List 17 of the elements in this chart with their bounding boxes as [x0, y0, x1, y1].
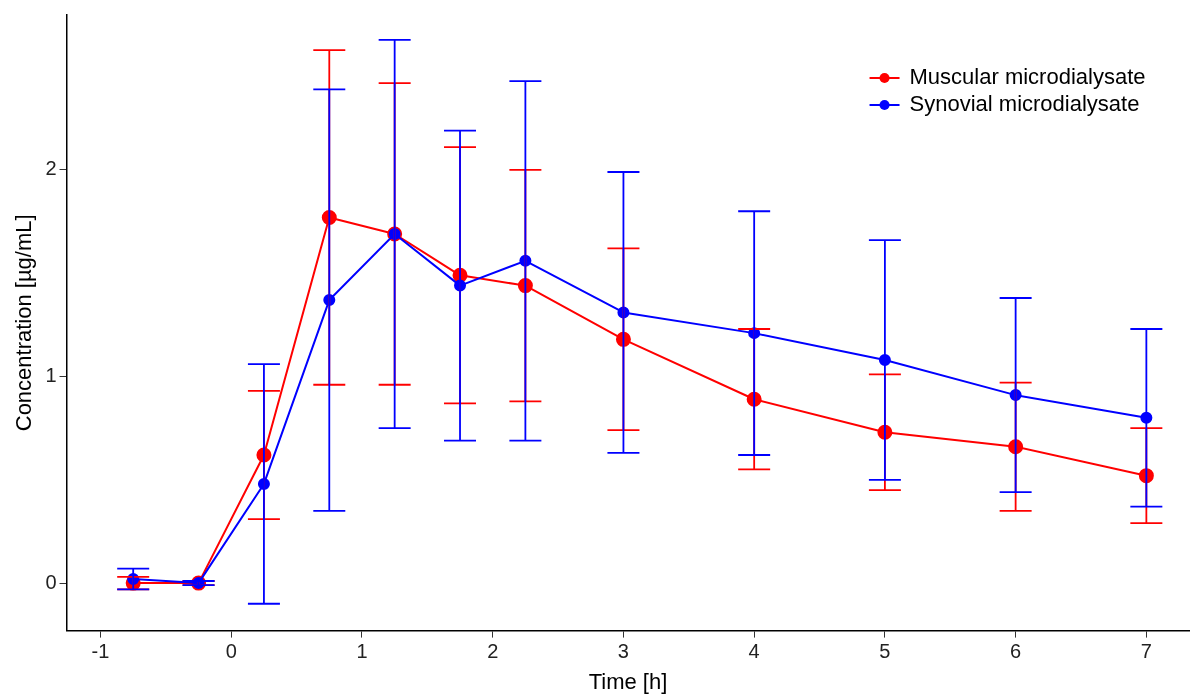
- x-tick-label: 2: [487, 640, 499, 663]
- x-tick-label: 4: [748, 640, 760, 663]
- y-axis-title: Concentration [µg/mL]: [11, 214, 37, 432]
- point: [615, 331, 631, 347]
- x-axis-title: Time [h]: [588, 668, 668, 694]
- y-tick-label: 0: [45, 570, 57, 593]
- x-tick-label: 1: [356, 640, 368, 663]
- legend-label: Muscular microdialysate: [909, 64, 1146, 90]
- x-tick-label: 3: [617, 640, 629, 663]
- x-tick-label: 7: [1140, 640, 1152, 663]
- x-tick-label: 6: [1010, 640, 1022, 663]
- y-tick-label: 1: [45, 364, 57, 387]
- x-tick-label: 5: [879, 640, 891, 663]
- x-tick-label: -1: [91, 640, 110, 663]
- y-tick-label: 2: [45, 157, 57, 180]
- x-tick-label: 0: [225, 640, 237, 663]
- legend-label: Synovial microdialysate: [909, 91, 1140, 117]
